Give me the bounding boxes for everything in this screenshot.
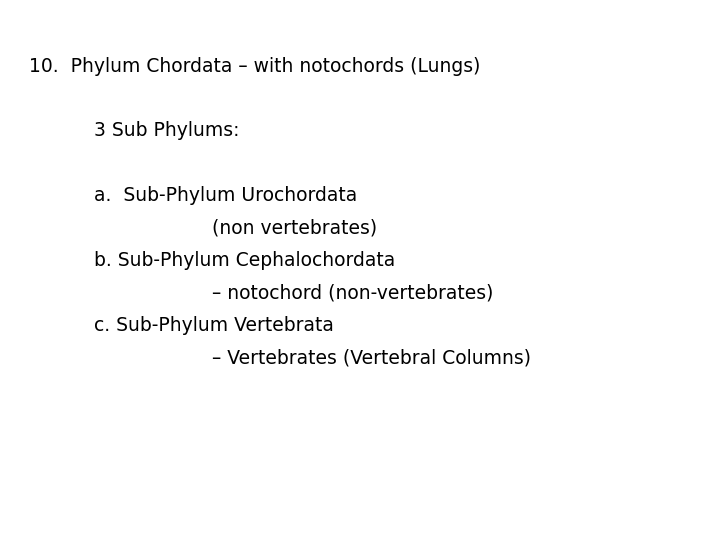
Text: – Vertebrates (Vertebral Columns): – Vertebrates (Vertebral Columns) — [212, 348, 531, 367]
Text: c. Sub-Phylum Vertebrata: c. Sub-Phylum Vertebrata — [94, 316, 333, 335]
Text: b. Sub-Phylum Cephalochordata: b. Sub-Phylum Cephalochordata — [94, 251, 395, 270]
Text: 10.  Phylum Chordata – with notochords (Lungs): 10. Phylum Chordata – with notochords (L… — [29, 57, 480, 76]
Text: – notochord (non-vertebrates): – notochord (non-vertebrates) — [212, 284, 494, 302]
Text: (non vertebrates): (non vertebrates) — [212, 219, 377, 238]
Text: 3 Sub Phylums:: 3 Sub Phylums: — [94, 122, 239, 140]
Text: a.  Sub-Phylum Urochordata: a. Sub-Phylum Urochordata — [94, 186, 357, 205]
